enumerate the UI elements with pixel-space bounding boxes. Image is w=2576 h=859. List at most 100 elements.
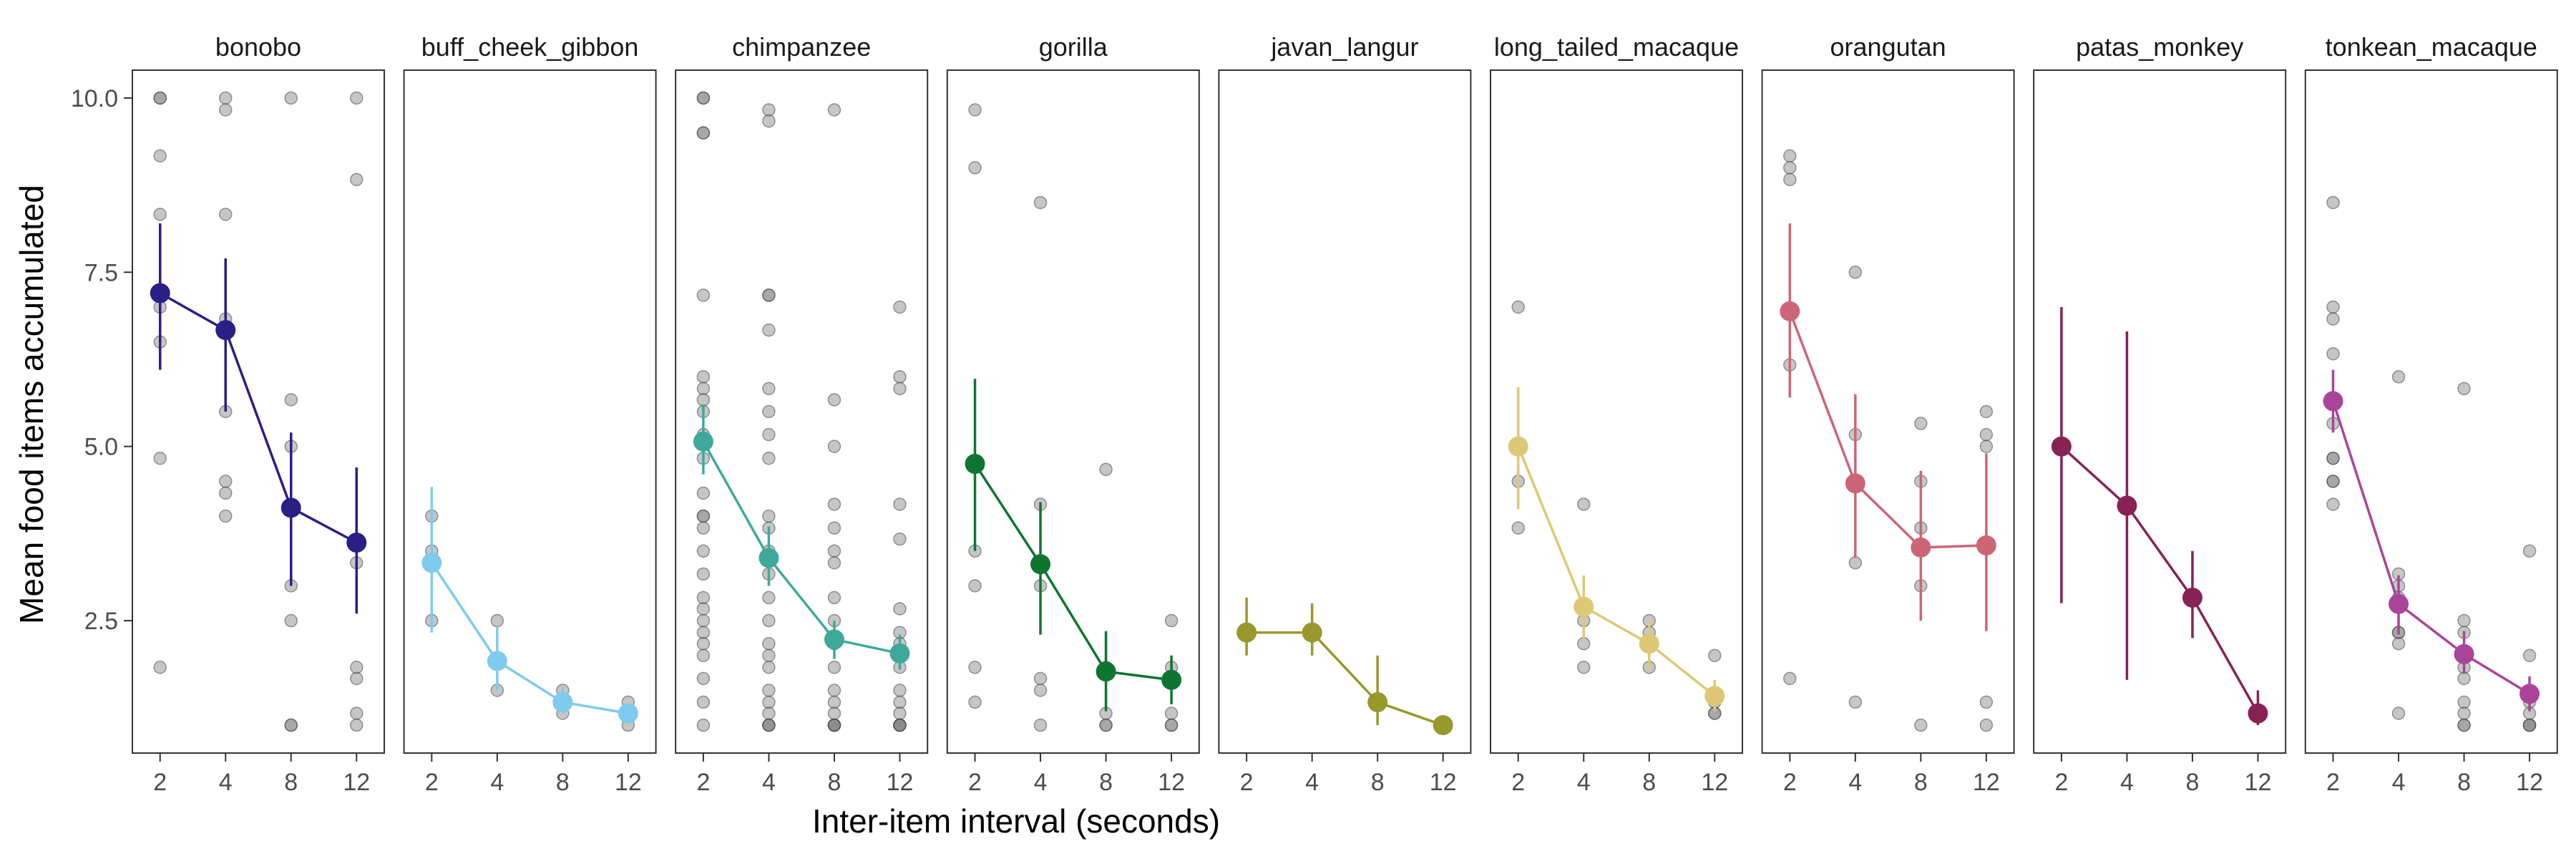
data-point (762, 323, 776, 337)
mean-point (1508, 436, 1528, 457)
panel-patas-monkey: patas_monkey 2 4 8 12 (2033, 32, 2287, 796)
data-point (827, 591, 841, 605)
x-tick-label: 8 (284, 769, 298, 796)
x-tick-label: 8 (827, 769, 841, 796)
data-point (350, 173, 364, 187)
data-point (762, 591, 776, 605)
facet-label: long_tailed_macaque (1494, 32, 1739, 62)
data-point (1033, 718, 1048, 732)
data-point (762, 404, 776, 419)
data-point (2326, 475, 2340, 488)
x-tick-label: 2 (968, 769, 982, 796)
data-point (1848, 266, 1863, 279)
x-tick-label: 2 (153, 769, 167, 796)
x-tick-label: 2 (1783, 769, 1797, 796)
data-point (1576, 661, 1591, 674)
data-point (827, 555, 841, 570)
y-axis: 2.5 5.0 7.5 10.0 (71, 85, 132, 635)
x-tick-label: 4 (1848, 769, 1862, 796)
data-point (762, 718, 776, 732)
facet-label: javan_langur (1270, 32, 1418, 62)
x-tick-label: 8 (1099, 769, 1113, 796)
data-point (1511, 300, 1525, 314)
data-point (350, 671, 364, 686)
data-point (1783, 173, 1797, 187)
x-tick-label: 4 (219, 769, 233, 796)
data-point (1033, 684, 1048, 697)
data-point (696, 370, 711, 384)
data-point (827, 718, 841, 732)
data-point (1783, 149, 1797, 162)
mean-point (824, 629, 844, 650)
data-point (350, 718, 364, 732)
data-point (696, 382, 711, 396)
data-point (893, 684, 907, 697)
mean-point (1911, 537, 1931, 558)
data-point (2522, 544, 2537, 558)
data-point (2391, 707, 2406, 720)
panel-gorilla: gorilla 2 4 8 12 (946, 32, 1200, 796)
data-point (827, 707, 841, 720)
x-tick-label: 8 (1642, 769, 1656, 796)
mean-point (2117, 495, 2137, 516)
panel-border (1490, 69, 1743, 754)
data-point (1708, 649, 1722, 662)
data-point (762, 649, 776, 662)
mean-point (552, 691, 573, 712)
data-point (696, 521, 711, 535)
x-tick-label: 4 (762, 769, 776, 796)
data-point (827, 498, 841, 511)
data-point (893, 707, 907, 720)
panel-border (2033, 69, 2287, 754)
data-point (1033, 195, 1048, 210)
mean-point (2248, 703, 2268, 724)
data-point (1783, 671, 1797, 686)
data-point (827, 393, 841, 407)
data-point (1033, 671, 1048, 686)
data-point (827, 440, 841, 453)
x-tick-label: 12 (2516, 769, 2543, 796)
mean-point (693, 431, 713, 452)
panel-border (403, 69, 657, 754)
data-point (2326, 195, 2340, 210)
data-point (153, 208, 167, 221)
data-point (696, 613, 711, 628)
x-tick-label: 12 (1158, 769, 1185, 796)
data-point (284, 393, 298, 407)
data-point (1164, 718, 1179, 732)
data-point (350, 707, 364, 720)
data-point (2391, 370, 2406, 384)
data-point (762, 103, 776, 117)
mean-point (2051, 436, 2072, 457)
mean-point (1976, 535, 1996, 555)
data-point (762, 509, 776, 523)
panel-javan-langur: javan_langur 2 4 8 12 (1218, 32, 1472, 796)
x-tick-label: 12 (2245, 769, 2272, 796)
mean-point (1574, 596, 1594, 617)
data-point (968, 161, 982, 175)
data-point (153, 661, 167, 674)
data-point (696, 126, 711, 140)
panel-border (1761, 69, 2015, 754)
mean-line (2331, 400, 2530, 695)
mean-point (2182, 587, 2202, 608)
data-point (2457, 382, 2471, 396)
panel-border (2304, 69, 2558, 754)
data-point (762, 288, 776, 302)
mean-point (1704, 686, 1725, 707)
panel-border (1218, 69, 1472, 754)
data-point (968, 579, 982, 593)
mean-point (1433, 715, 1453, 736)
x-tick-label: 8 (2185, 769, 2199, 796)
data-point (762, 451, 776, 465)
data-point (893, 370, 907, 384)
data-point (1979, 695, 1994, 709)
x-tick-label: 12 (615, 769, 642, 796)
x-tick-label: 8 (2457, 769, 2471, 796)
data-point (1914, 417, 1928, 430)
x-tick-label: 4 (2392, 769, 2406, 796)
data-point (2326, 312, 2340, 326)
data-point (1848, 695, 1863, 709)
mean-point (346, 533, 367, 553)
